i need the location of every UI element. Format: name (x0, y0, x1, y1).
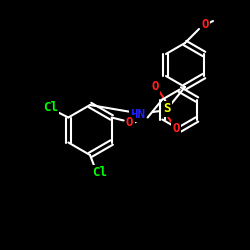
Text: Cl: Cl (92, 166, 108, 179)
Text: O: O (201, 18, 209, 32)
Text: HN: HN (130, 108, 145, 120)
Text: Cl: Cl (43, 101, 58, 114)
Text: S: S (163, 102, 171, 116)
Text: O: O (172, 122, 180, 136)
Text: O: O (151, 80, 159, 94)
Text: O: O (126, 116, 134, 129)
